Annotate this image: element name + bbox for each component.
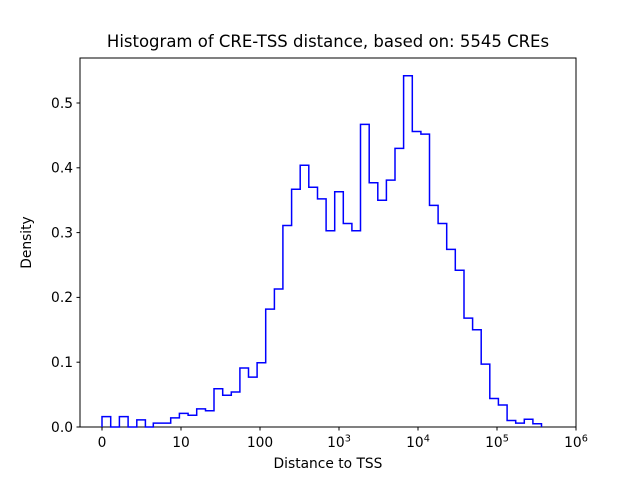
y-tick-label: 0.5 [51,96,73,112]
x-axis-label: Distance to TSS [274,456,383,472]
y-tick-label: 0.3 [51,225,73,241]
y-tick-label: 0.1 [51,355,73,371]
y-axis-label: Density [19,216,35,268]
x-axis-ticks: 0 10 100 103 104 105 106 [98,427,588,451]
chart-title: Histogram of CRE-TSS distance, based on:… [107,32,549,51]
x-tick-label: 103 [327,434,351,452]
x-tick-label: 104 [406,434,430,452]
histogram-line [101,75,543,428]
x-tick-label: 10 [172,435,190,451]
x-tick-label: 100 [247,435,273,451]
y-tick-label: 0.4 [51,161,73,177]
x-tick-label: 105 [485,434,509,452]
y-tick-label: 0.2 [51,290,73,306]
x-tick-label: 0 [98,435,107,451]
y-tick-label: 0.0 [51,420,73,436]
y-axis-ticks: 0.0 0.1 0.2 0.3 0.4 0.5 [51,96,80,436]
x-tick-label: 106 [564,434,588,452]
axes-frame [79,57,577,428]
